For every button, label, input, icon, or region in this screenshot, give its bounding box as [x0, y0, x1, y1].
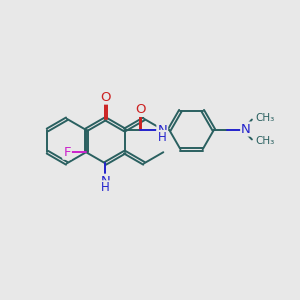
Text: N: N [158, 124, 167, 137]
Text: H: H [101, 181, 110, 194]
Text: CH₃: CH₃ [256, 136, 275, 146]
Text: O: O [100, 91, 111, 103]
Text: N: N [241, 122, 251, 136]
Text: H: H [158, 131, 166, 144]
Text: O: O [135, 103, 146, 116]
Text: CH₃: CH₃ [256, 113, 275, 123]
Text: N: N [100, 175, 110, 188]
Text: F: F [63, 146, 71, 159]
